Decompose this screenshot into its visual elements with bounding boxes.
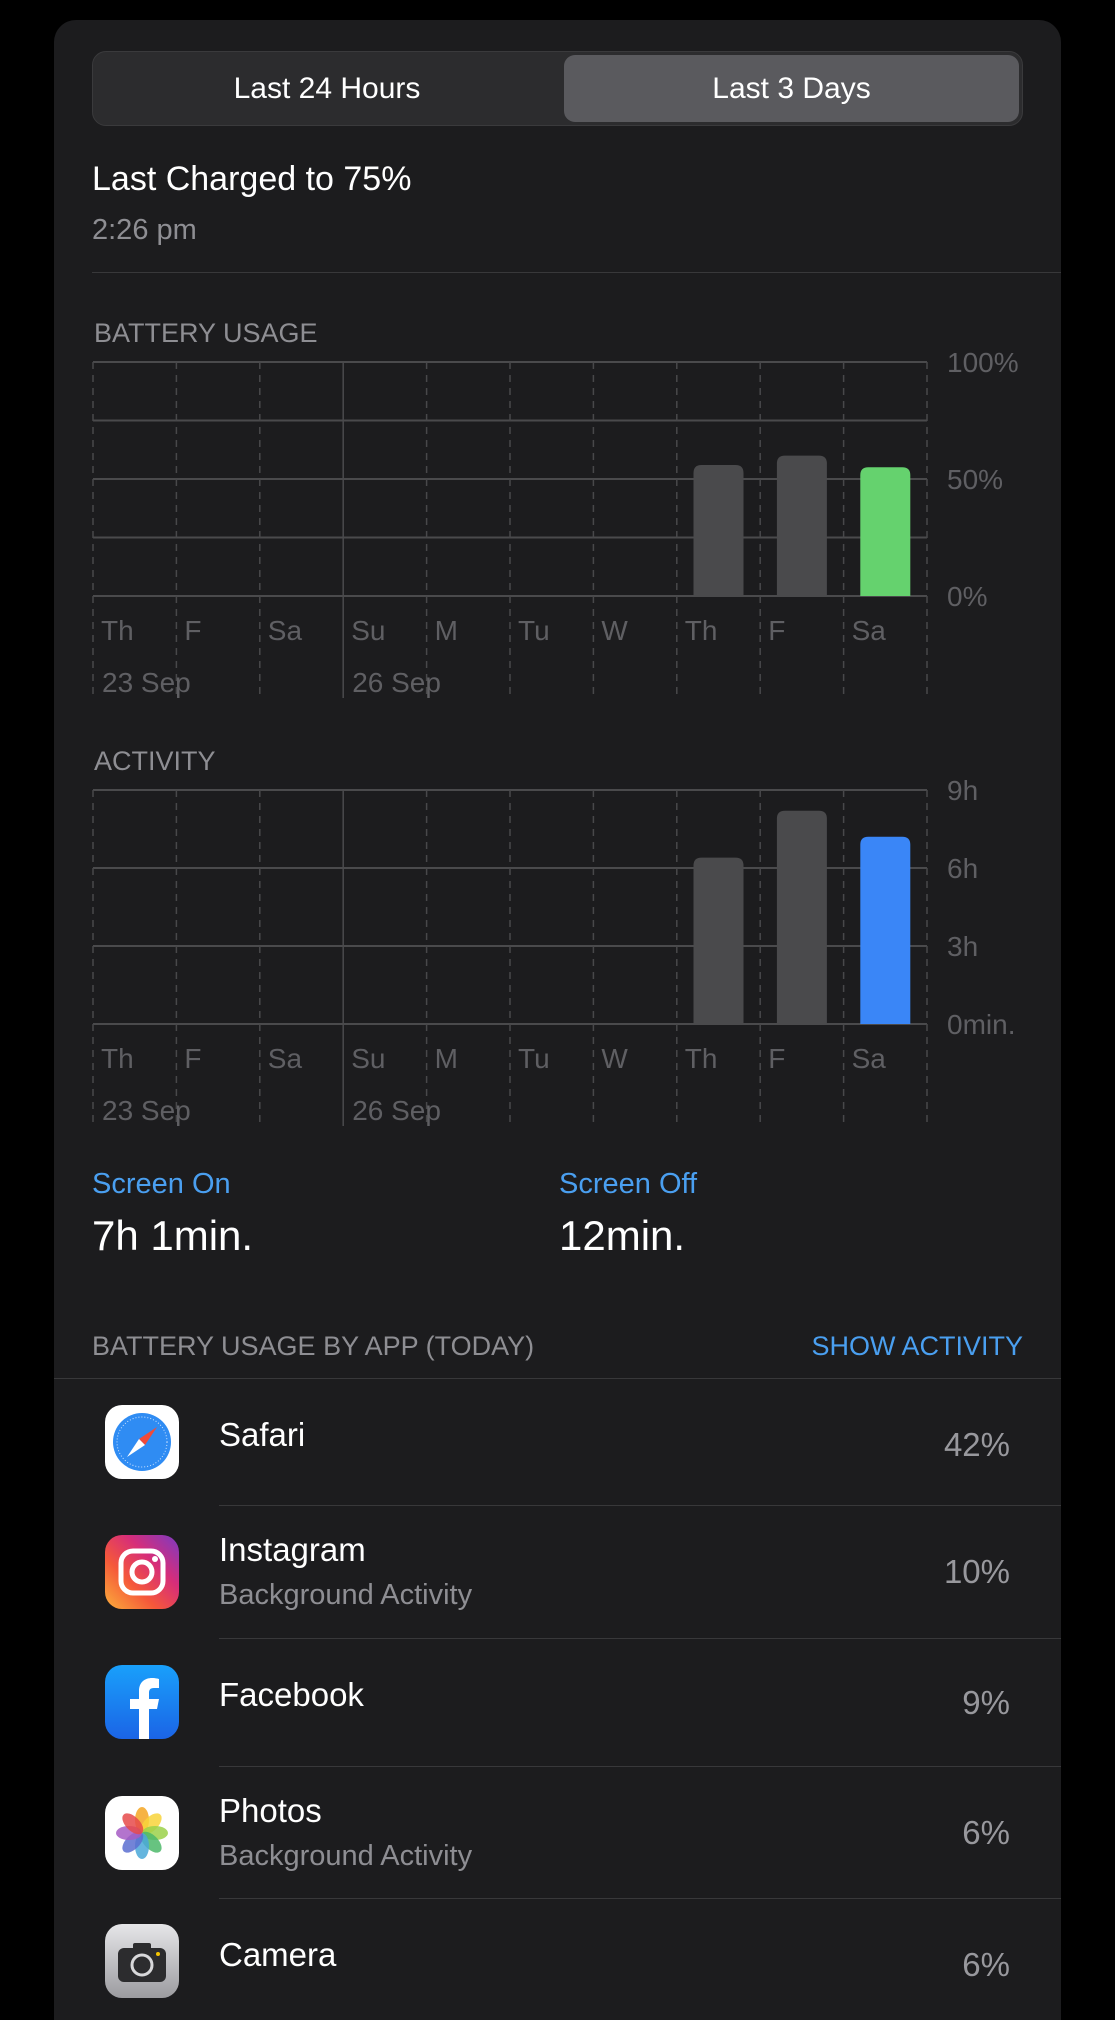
day-label: F xyxy=(768,1043,785,1074)
day-label: W xyxy=(601,615,628,646)
segment-last-3-days[interactable]: Last 3 Days xyxy=(564,55,1019,122)
y-tick-label: 9h xyxy=(947,775,978,806)
app-name: Photos xyxy=(219,1792,322,1829)
day-label: Su xyxy=(351,1043,385,1074)
last-charged-time: 2:26 pm xyxy=(92,214,197,246)
period-segmented-control[interactable]: Last 24 Hours Last 3 Days xyxy=(92,51,1023,126)
app-name: Facebook xyxy=(219,1676,364,1713)
divider xyxy=(219,1638,1061,1639)
day-label: Sa xyxy=(852,615,887,646)
divider xyxy=(54,1378,1061,1379)
battery-usage-chart: Th F Sa Su M Tu W Th F Sa 23 Sep 26 Sep 100% 50% 0% xyxy=(92,347,1019,698)
bar xyxy=(693,857,744,1024)
day-label: Th xyxy=(101,615,134,646)
activity-chart: Th F Sa Su M Tu W Th F Sa 23 Sep 26 Sep 9h 6h 3h 0min. xyxy=(92,775,1015,1126)
apps-header-title: BATTERY USAGE BY APP (TODAY) xyxy=(92,1331,535,1361)
last-charged-title: Last Charged to 75% xyxy=(92,160,412,198)
divider xyxy=(219,1766,1061,1767)
date-label: 23 Sep xyxy=(102,667,191,698)
divider xyxy=(219,1505,1061,1506)
app-name: Camera xyxy=(219,1936,337,1973)
bar xyxy=(776,810,827,1024)
app-row-safari[interactable]: Safari 42% xyxy=(54,1378,1061,1505)
day-label: M xyxy=(435,1043,458,1074)
day-label: M xyxy=(435,615,458,646)
day-label: W xyxy=(601,1043,628,1074)
app-row-facebook[interactable]: Facebook 9% xyxy=(54,1638,1061,1766)
y-tick-label: 6h xyxy=(947,853,978,884)
app-percentage: 42% xyxy=(943,1426,1010,1463)
show-activity-button[interactable]: SHOW ACTIVITY xyxy=(811,1331,1023,1361)
facebook-icon xyxy=(105,1665,179,1739)
day-label: Sa xyxy=(268,1043,303,1074)
date-label: 23 Sep xyxy=(102,1095,191,1126)
app-subtitle: Background Activity xyxy=(219,1840,473,1872)
y-tick-label: 0% xyxy=(947,581,987,612)
day-label: Th xyxy=(685,1043,718,1074)
date-label: 26 Sep xyxy=(352,667,441,698)
y-tick-label: 50% xyxy=(947,464,1003,495)
app-percentage: 6% xyxy=(962,1814,1010,1851)
camera-icon xyxy=(105,1924,179,1998)
y-tick-label: 0min. xyxy=(947,1009,1015,1040)
app-percentage: 6% xyxy=(962,1946,1010,1983)
screen-off-label: Screen Off xyxy=(559,1168,698,1200)
y-tick-label: 3h xyxy=(947,931,978,962)
y-tick-label: 100% xyxy=(947,347,1019,378)
safari-icon xyxy=(105,1405,179,1479)
bar xyxy=(860,467,911,596)
day-label: Tu xyxy=(518,615,550,646)
screen-off-value: 12min. xyxy=(559,1212,686,1259)
bar xyxy=(860,836,911,1024)
segment-last-24-hours[interactable]: Last 24 Hours xyxy=(233,71,421,105)
instagram-icon xyxy=(105,1535,179,1609)
day-label: Sa xyxy=(268,615,303,646)
app-percentage: 10% xyxy=(943,1553,1010,1590)
app-name: Safari xyxy=(219,1416,306,1453)
app-subtitle: Background Activity xyxy=(219,1579,473,1611)
day-label: F xyxy=(184,1043,201,1074)
app-name: Instagram xyxy=(219,1531,366,1568)
app-row-camera[interactable]: Camera 6% xyxy=(54,1898,1061,2000)
day-label: Tu xyxy=(518,1043,550,1074)
activity-title: ACTIVITY xyxy=(94,746,216,776)
day-label: Su xyxy=(351,615,385,646)
bar xyxy=(693,464,744,596)
app-row-photos[interactable]: Photos Background Activity 6% xyxy=(54,1766,1061,1898)
divider xyxy=(92,272,1061,273)
bar xyxy=(776,455,827,596)
photos-icon xyxy=(105,1796,179,1870)
screen-on-label: Screen On xyxy=(92,1168,231,1200)
day-label: F xyxy=(184,615,201,646)
photos-petal xyxy=(122,1813,144,1835)
day-label: Th xyxy=(685,615,718,646)
day-label: Sa xyxy=(852,1043,887,1074)
screen-on-value: 7h 1min. xyxy=(92,1212,254,1259)
divider xyxy=(219,1898,1061,1899)
date-label: 26 Sep xyxy=(352,1095,441,1126)
app-percentage: 9% xyxy=(962,1684,1010,1721)
day-label: Th xyxy=(101,1043,134,1074)
app-row-instagram[interactable]: Instagram Background Activity 10% xyxy=(54,1505,1061,1638)
battery-usage-title: BATTERY USAGE xyxy=(94,318,318,348)
day-label: F xyxy=(768,615,785,646)
